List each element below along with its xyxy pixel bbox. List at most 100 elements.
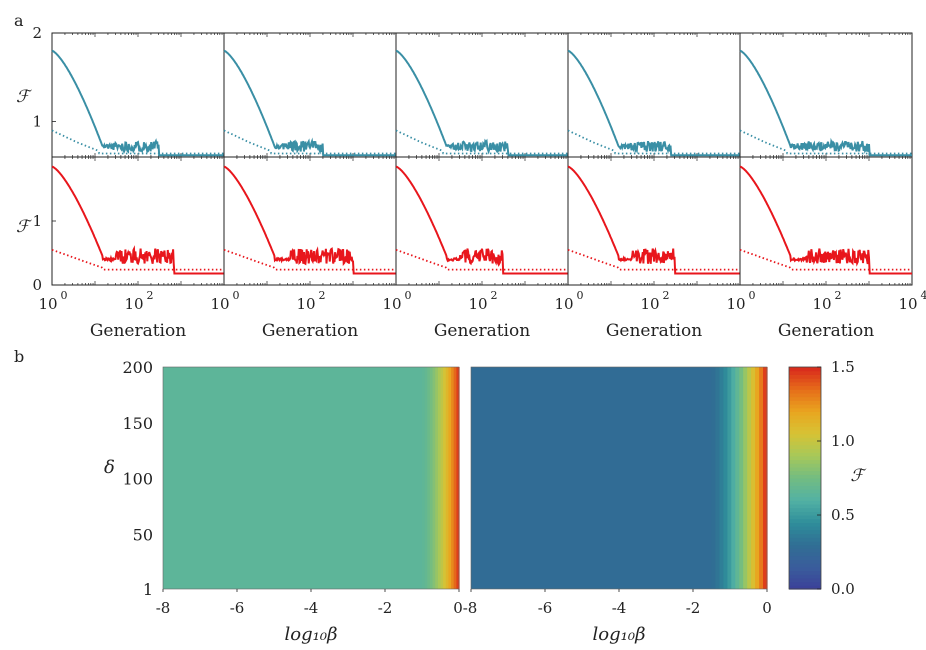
subplot-r1-c1 — [223, 156, 397, 286]
colorbar-band — [789, 459, 821, 464]
series-solid-line — [223, 165, 396, 275]
colorbar-band — [789, 396, 821, 401]
colorbar-band — [789, 563, 821, 568]
x-tick-exponent: 0 — [233, 289, 240, 302]
colorbar-band — [789, 485, 821, 490]
x-tick-label: 10 — [812, 295, 831, 313]
colorbar-band — [789, 455, 821, 461]
series-solid-line — [567, 49, 740, 157]
x-tick-label: -8 — [156, 599, 171, 617]
colorbar-label: ℱ — [850, 466, 867, 486]
subplot-r1-c4 — [739, 156, 913, 286]
panel-b-label: b — [14, 347, 24, 366]
x-axis-label: Generation — [606, 321, 702, 341]
colorbar-band — [789, 581, 821, 586]
colorbar-band — [789, 385, 821, 390]
heatmap-contour-band — [743, 367, 748, 589]
colorbar-band — [789, 526, 821, 531]
x-tick-label: -6 — [538, 599, 553, 617]
heatmap-contour-band — [440, 367, 444, 589]
colorbar-band — [789, 537, 821, 542]
y-axis-label: δ — [104, 457, 115, 478]
y-tick-label: 150 — [122, 414, 153, 433]
subplot-r1-c3 — [567, 156, 741, 286]
y-axis-label: ℱ — [16, 87, 33, 107]
heatmap-contour-band — [435, 367, 439, 589]
subplot-frame — [223, 156, 397, 286]
series-dotted-line — [739, 129, 912, 155]
x-tick-exponent: 0 — [405, 289, 412, 302]
colorbar-band — [789, 555, 821, 560]
colorbar-band — [789, 422, 821, 427]
colorbar-band — [789, 507, 821, 512]
heatmap-contour-band — [429, 367, 434, 589]
colorbar-band — [789, 548, 821, 553]
x-tick-label: 10 — [382, 295, 401, 313]
x-tick-exponent: 4 — [921, 289, 926, 302]
colorbar-band — [789, 481, 821, 486]
series-dotted-line — [51, 129, 224, 155]
colorbar-band — [789, 518, 821, 523]
x-tick-exponent: 2 — [835, 289, 842, 302]
colorbar-band — [789, 552, 821, 557]
subplot-frame — [51, 32, 225, 158]
x-tick-label: -8 — [463, 599, 478, 617]
subplot-frame — [567, 156, 741, 286]
heatmap-contour-band — [451, 367, 455, 589]
heatmap-contour-band — [723, 367, 728, 589]
series-solid-line — [395, 165, 568, 275]
heatmap-right — [470, 366, 768, 592]
x-tick-label: -2 — [378, 599, 393, 617]
series-dotted-line — [51, 248, 224, 271]
x-tick-label: 10 — [296, 295, 315, 313]
heatmap-contour-band — [731, 367, 736, 589]
x-tick-exponent: 0 — [61, 289, 68, 302]
colorbar-band — [789, 503, 821, 509]
x-tick-exponent: 0 — [749, 289, 756, 302]
colorbar-band — [789, 529, 821, 535]
series-dotted-line — [223, 129, 396, 155]
colorbar-band — [789, 433, 821, 438]
colorbar-band — [789, 515, 821, 520]
heatmap-contour-band — [747, 367, 752, 589]
series-solid-line — [739, 165, 912, 275]
colorbar-band — [789, 522, 821, 527]
y-tick-label: 1 — [143, 580, 153, 599]
colorbar-band — [789, 466, 821, 472]
x-tick-label: -4 — [304, 599, 319, 617]
heatmap-contour-band — [453, 367, 457, 589]
series-solid-line — [223, 49, 396, 157]
x-tick-exponent: 2 — [319, 289, 326, 302]
x-tick-label: 10 — [38, 295, 57, 313]
heatmap-contour-band — [727, 367, 732, 589]
colorbar-band — [789, 577, 821, 583]
colorbar-band — [789, 559, 821, 564]
subplot-frame — [567, 32, 741, 158]
colorbar-band — [789, 392, 821, 398]
heatmap-contour-band — [739, 367, 744, 589]
colorbar-band — [789, 470, 821, 475]
subplot-frame — [739, 32, 913, 158]
series-solid-line — [739, 49, 912, 157]
subplot-r0-c2 — [395, 32, 569, 158]
y-tick-label: 1 — [32, 212, 42, 230]
x-tick-exponent: 2 — [663, 289, 670, 302]
subplot-r0-c0 — [51, 32, 225, 158]
colorbar-band — [789, 452, 821, 457]
x-tick-label: 10 — [898, 295, 917, 313]
colorbar-band — [789, 389, 821, 394]
x-tick-label: -4 — [612, 599, 627, 617]
heatmap-contour-band — [751, 367, 756, 589]
subplot-r0-c4 — [739, 32, 913, 158]
x-tick-exponent: 2 — [147, 289, 154, 302]
subplot-r0-c1 — [223, 32, 397, 158]
colorbar-band — [789, 574, 821, 579]
colorbar-band — [789, 441, 821, 446]
colorbar-band — [789, 444, 821, 449]
colorbar-band — [789, 463, 821, 468]
x-tick-label: 0 — [762, 599, 772, 617]
colorbar: 0.0 0.5 1.0 1.5 ℱ — [788, 358, 867, 598]
heatmap-contour-band — [735, 367, 740, 589]
heatmap-contour-band — [759, 367, 764, 589]
